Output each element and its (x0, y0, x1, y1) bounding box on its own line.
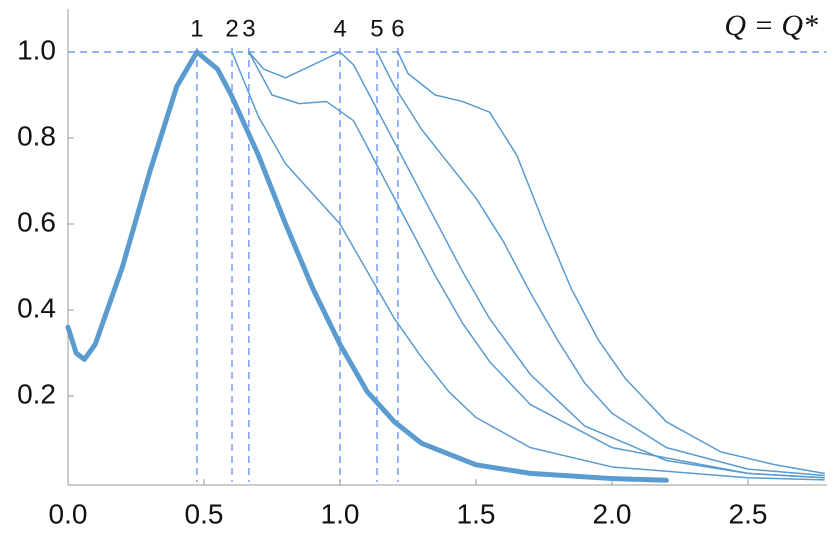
series-line (248, 51, 825, 479)
y-tick-label: 0.6 (17, 206, 56, 237)
annotation: Q = Q* (724, 9, 818, 42)
reference-label: 1 (190, 15, 203, 42)
reference-label: 4 (333, 15, 346, 42)
series-line (65, 49, 669, 483)
x-tick-label: 0.5 (185, 498, 224, 529)
x-tick-label: 0.0 (49, 498, 88, 529)
y-tick-label: 0.8 (17, 120, 56, 151)
series-line (231, 51, 825, 481)
x-tick-label: 1.0 (321, 498, 360, 529)
x-tick-label: 2.0 (593, 498, 632, 529)
y-tick-label: 1.0 (17, 34, 56, 65)
series-line (248, 51, 825, 479)
reference-label: 3 (242, 15, 255, 42)
y-tick-label: 0.2 (17, 378, 56, 409)
y-tick-label: 0.4 (17, 292, 56, 323)
series-line (397, 51, 825, 475)
reference-label: 5 (370, 15, 383, 42)
x-tick-label: 1.5 (457, 498, 496, 529)
x-tick-label: 2.5 (729, 498, 768, 529)
series-line (376, 51, 825, 477)
reference-label: 6 (391, 15, 404, 42)
reference-label: 2 (225, 15, 238, 42)
